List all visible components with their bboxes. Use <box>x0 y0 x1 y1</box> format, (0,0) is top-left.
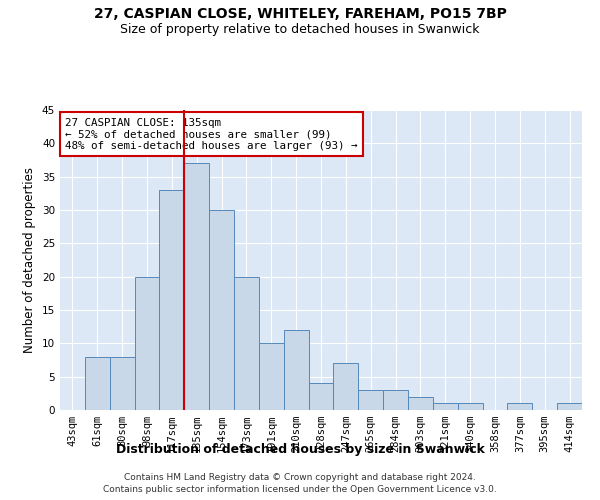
Bar <box>508 404 532 410</box>
Bar <box>308 384 334 410</box>
Bar <box>184 164 209 410</box>
Bar <box>358 390 383 410</box>
Bar <box>334 364 358 410</box>
Text: Distribution of detached houses by size in Swanwick: Distribution of detached houses by size … <box>116 442 484 456</box>
Text: Size of property relative to detached houses in Swanwick: Size of property relative to detached ho… <box>120 22 480 36</box>
Bar <box>85 356 110 410</box>
Bar <box>557 404 582 410</box>
Text: 27 CASPIAN CLOSE: 135sqm
← 52% of detached houses are smaller (99)
48% of semi-d: 27 CASPIAN CLOSE: 135sqm ← 52% of detach… <box>65 118 358 150</box>
Y-axis label: Number of detached properties: Number of detached properties <box>23 167 37 353</box>
Bar <box>458 404 482 410</box>
Bar <box>234 276 259 410</box>
Bar <box>433 404 458 410</box>
Text: Contains HM Land Registry data © Crown copyright and database right 2024.: Contains HM Land Registry data © Crown c… <box>124 472 476 482</box>
Bar <box>110 356 134 410</box>
Bar <box>160 190 184 410</box>
Text: 27, CASPIAN CLOSE, WHITELEY, FAREHAM, PO15 7BP: 27, CASPIAN CLOSE, WHITELEY, FAREHAM, PO… <box>94 8 506 22</box>
Bar <box>383 390 408 410</box>
Bar <box>209 210 234 410</box>
Bar <box>259 344 284 410</box>
Text: Contains public sector information licensed under the Open Government Licence v3: Contains public sector information licen… <box>103 485 497 494</box>
Bar <box>408 396 433 410</box>
Bar <box>134 276 160 410</box>
Bar <box>284 330 308 410</box>
